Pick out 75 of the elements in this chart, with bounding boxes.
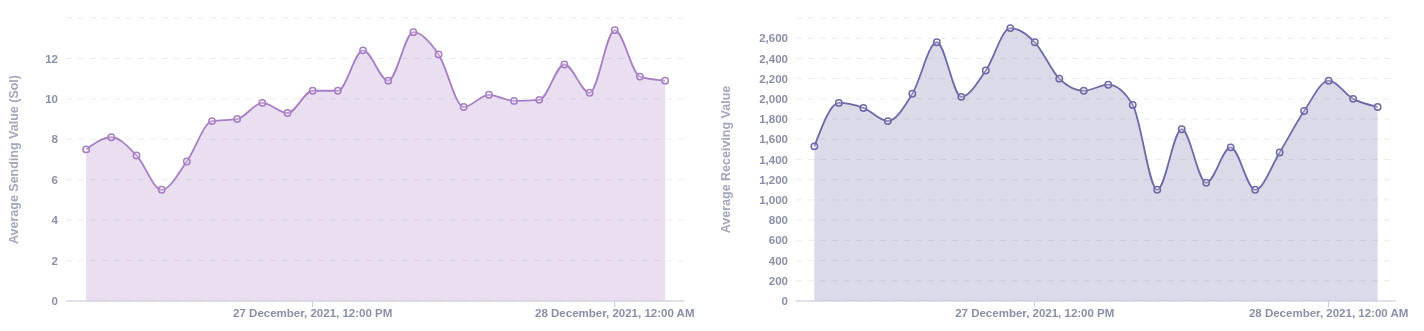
y-tick-label: 1,200 <box>759 173 788 186</box>
y-tick-label: 2,200 <box>759 72 788 85</box>
point <box>82 145 91 154</box>
point <box>510 96 519 105</box>
y-tick-label: 200 <box>768 274 788 287</box>
y-tick-label: 4 <box>51 214 59 227</box>
point <box>1055 74 1064 83</box>
y-axis-title: Average Receiving Value <box>719 85 734 234</box>
point <box>132 151 141 160</box>
point <box>560 60 569 69</box>
point <box>661 76 670 85</box>
x-tick-label: 27 December, 2021, 12:00 PM <box>233 307 393 320</box>
point <box>384 76 393 85</box>
point <box>535 95 544 104</box>
point <box>1104 80 1113 89</box>
point <box>810 142 819 151</box>
point <box>182 157 191 166</box>
point <box>333 86 342 95</box>
point <box>883 117 892 126</box>
point <box>258 98 267 107</box>
y-tick-label: 1,000 <box>759 194 788 207</box>
point <box>1177 125 1186 134</box>
point <box>1324 76 1333 85</box>
y-tick-label: 0 <box>51 295 58 308</box>
point <box>107 133 116 142</box>
point <box>157 185 166 194</box>
point <box>308 86 317 95</box>
point <box>1202 178 1211 187</box>
point <box>1349 94 1358 103</box>
point <box>359 46 367 55</box>
x-tick-label: 28 December, 2021, 12:00 AM <box>1248 307 1409 320</box>
y-tick-label: 2 <box>51 254 58 267</box>
y-tick-label: 1,800 <box>759 113 788 126</box>
point <box>484 90 493 99</box>
point <box>957 92 966 101</box>
point <box>1251 185 1260 194</box>
x-tick-label: 28 December, 2021, 12:00 AM <box>535 307 695 320</box>
point <box>233 115 242 124</box>
y-axis-title: Average Sending Value (Sol) <box>7 74 22 245</box>
y-tick-label: 10 <box>45 92 58 105</box>
y-tick-label: 2,600 <box>759 32 788 45</box>
point <box>283 109 292 117</box>
y-tick-label: 0 <box>781 295 788 308</box>
y-tick-label: 600 <box>768 234 788 247</box>
point <box>1226 143 1235 152</box>
y-tick-label: 800 <box>768 214 788 227</box>
y-tick-label: 2,000 <box>759 92 788 105</box>
y-tick-label: 2,400 <box>759 52 788 65</box>
y-tick-label: 400 <box>768 254 788 267</box>
point <box>1275 148 1284 157</box>
point <box>636 72 644 81</box>
point <box>434 50 443 59</box>
y-tick-label: 12 <box>45 52 58 65</box>
point <box>459 102 468 111</box>
y-tick-label: 1,600 <box>759 133 788 146</box>
y-tick-label: 1,400 <box>759 153 788 166</box>
point <box>908 89 917 98</box>
point <box>1128 100 1137 109</box>
y-tick-label: 6 <box>51 173 58 186</box>
y-tick-label: 8 <box>51 133 59 146</box>
point <box>208 117 216 126</box>
point <box>1079 86 1088 95</box>
point <box>981 66 990 75</box>
point <box>1006 24 1015 33</box>
point <box>1373 102 1382 111</box>
point <box>932 38 941 47</box>
point <box>834 98 843 107</box>
point <box>409 28 418 37</box>
point <box>859 104 868 112</box>
point <box>1153 185 1162 194</box>
point <box>1300 107 1309 115</box>
point <box>585 88 594 97</box>
point <box>610 26 619 35</box>
x-tick-label: 27 December, 2021, 12:00 PM <box>955 307 1115 320</box>
point <box>1030 38 1039 47</box>
